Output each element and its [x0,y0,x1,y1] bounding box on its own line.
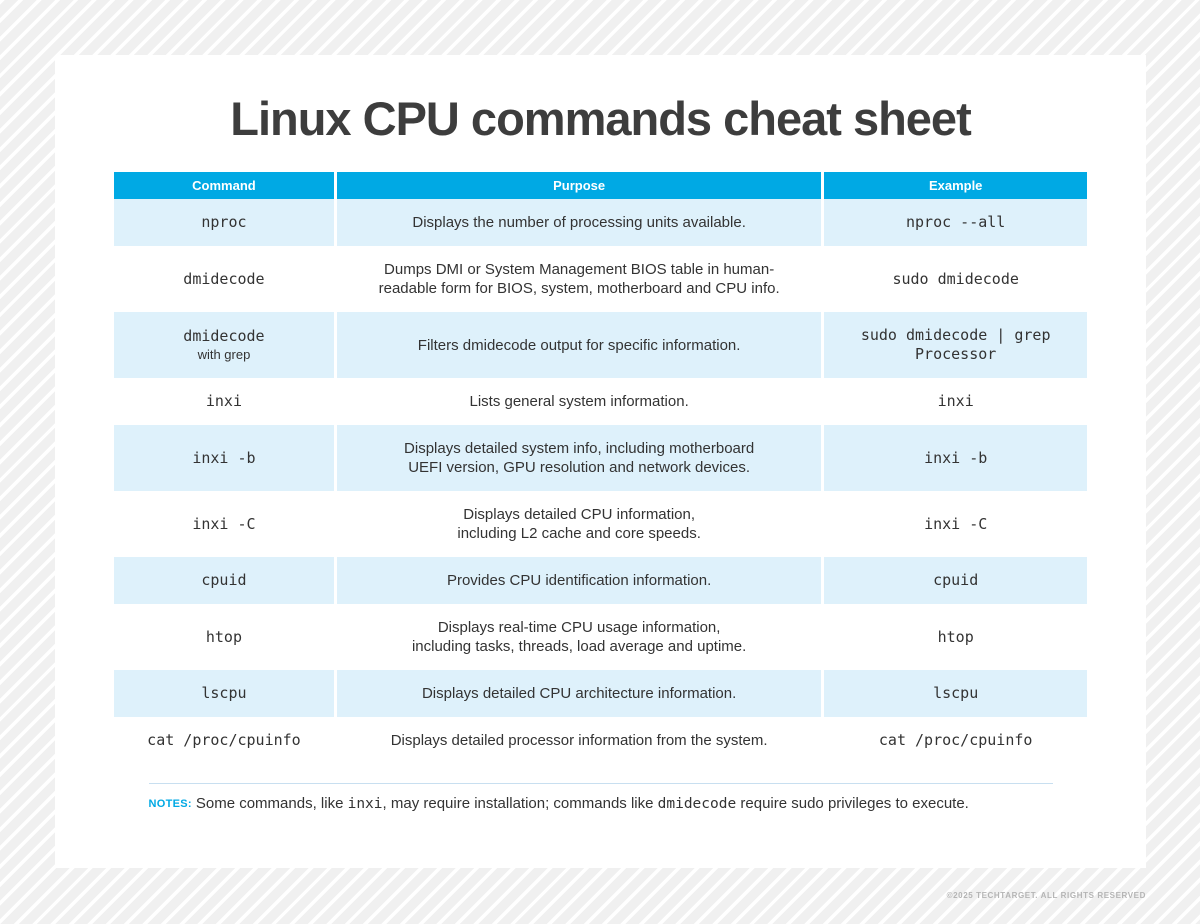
column-header-example: Example [821,172,1087,199]
purpose-cell: Displays detailed CPU architecture infor… [333,670,822,717]
command-text: dmidecode [183,326,265,345]
notes-command-text: dmidecode [657,796,737,812]
command-cell: inxi -b [114,425,334,491]
purpose-cell: Displays detailed system info, including… [333,425,822,491]
purpose-cell: Displays real-time CPU usage information… [333,604,822,670]
command-suffix: with grep [197,346,251,362]
purpose-cell: Lists general system information. [333,378,822,425]
command-text: inxi -b [192,448,256,467]
purpose-cell: Displays detailed processor information … [333,717,822,764]
page-title: Linux CPU commands cheat sheet [230,92,971,145]
command-text: nproc [201,213,247,231]
table-row: lscpu Displays detailed CPU architecture… [114,670,1087,717]
notes-plain-text: Some commands, like [195,795,348,812]
command-cell: dmidecode [114,246,334,312]
example-cell: htop [821,604,1087,670]
table-body: nproc Displays the number of processing … [114,199,1087,764]
notes-command-text: inxi [347,796,383,812]
table-row: nproc Displays the number of processing … [114,199,1087,246]
command-cell: cat /proc/cpuinfo [114,717,334,764]
column-header-purpose: Purpose [333,172,822,199]
command-cell: htop [114,604,334,670]
example-cell: inxi [821,378,1087,425]
command-cell: lscpu [114,670,334,717]
notes-body: Some commands, like inxi, may require in… [196,795,969,812]
command-cell: cpuid [114,557,334,604]
table-header-row: Command Purpose Example [114,172,1087,199]
table-row: cat /proc/cpuinfo Displays detailed proc… [114,717,1087,764]
command-text: htop [205,627,242,646]
command-cell: inxi [114,378,334,425]
purpose-cell: Dumps DMI or System Management BIOS tabl… [333,246,822,312]
command-cell: dmidecode with grep [114,312,334,378]
example-cell: inxi -b [821,425,1087,491]
purpose-cell: Filters dmidecode output for specific in… [333,312,822,378]
column-header-command: Command [114,172,334,199]
example-cell: nproc --all [821,199,1087,246]
purpose-cell: Displays the number of processing units … [333,199,822,246]
command-text: cat /proc/cpuinfo [147,731,301,749]
copyright-text: ©2025 TECHTARGET. ALL RIGHTS RESERVED [946,891,1146,900]
notes-plain-text: require sudo privileges to execute. [736,795,969,812]
notes-plain-text: , may require installation; commands lik… [382,795,658,812]
command-text: cpuid [201,571,247,589]
table-row: inxi -b Displays detailed system info, i… [114,425,1087,491]
table-row: inxi Lists general system information. i… [114,378,1087,425]
notes-divider [148,783,1053,784]
purpose-cell: Displays detailed CPU information, inclu… [333,491,822,557]
notes-label: NOTES: [148,798,192,810]
example-cell: sudo dmidecode [821,246,1087,312]
notes-section: NOTES: Some commands, like inxi, may requ… [149,794,1053,814]
cheat-sheet-card: Linux CPU commands cheat sheet Command P… [55,55,1146,868]
command-text: lscpu [201,684,247,702]
example-cell: lscpu [821,670,1087,717]
table-row: dmidecode with grep Filters dmidecode out… [114,312,1087,378]
command-text: dmidecode [183,269,265,288]
example-cell: cat /proc/cpuinfo [821,717,1087,764]
commands-table: Command Purpose Example nproc Displays t… [114,172,1087,764]
command-text: inxi [205,392,242,410]
command-cell: inxi -C [114,491,334,557]
table-row: cpuid Provides CPU identification inform… [114,557,1087,604]
example-cell: sudo dmidecode | grep Processor [821,312,1087,378]
table-row: dmidecode Dumps DMI or System Management… [114,246,1087,312]
example-cell: cpuid [821,557,1087,604]
purpose-cell: Provides CPU identification information. [333,557,822,604]
table-row: inxi -C Displays detailed CPU informatio… [114,491,1087,557]
command-text: inxi -C [192,514,256,533]
example-cell: inxi -C [821,491,1087,557]
table-row: htop Displays real-time CPU usage inform… [114,604,1087,670]
command-cell: nproc [114,199,334,246]
